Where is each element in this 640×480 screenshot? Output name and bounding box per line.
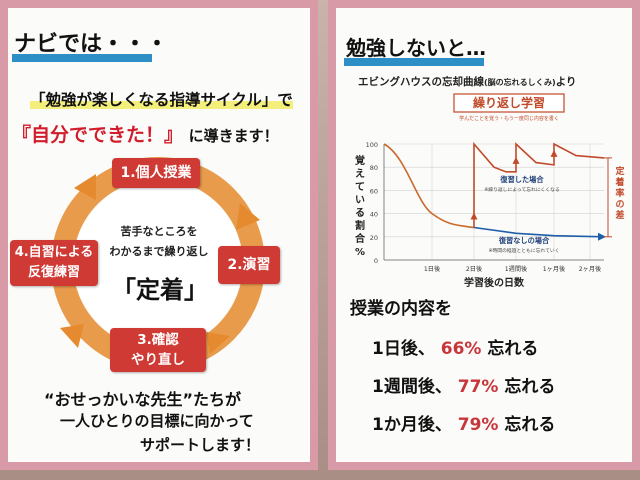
- row-suffix: 忘れる: [504, 377, 556, 397]
- callout-note: 学んだことを覚う・もう一度同じ内容を書く: [459, 115, 559, 122]
- no-review-curve-early: [383, 143, 475, 229]
- right-heading: 勉強しないと…: [346, 36, 486, 60]
- x-tick-label: 2ヶ月後: [579, 265, 602, 273]
- ring-inner: [74, 180, 242, 348]
- side-label-char: 定: [614, 165, 625, 177]
- row-label: 1か月後、: [372, 415, 452, 435]
- cycle-step-3: 3.確認 やり直し: [110, 328, 206, 372]
- review-up-arrow: [550, 149, 558, 157]
- x-tick-label: 1週間後: [505, 265, 528, 273]
- right-poster-sheet: 勉強しないと… エビングハウスの忘却曲線(脳の忘れるしくみ)より 0 20 40 60…: [336, 8, 632, 462]
- y-tick-label: 80: [370, 164, 378, 172]
- y-label-char: て: [355, 181, 365, 193]
- y-tick-label: 0: [374, 257, 378, 265]
- ring-arrow-3: [60, 324, 84, 348]
- y-label-char: 割: [355, 219, 365, 232]
- footer-line3: サポートします！: [140, 436, 261, 454]
- intro-line2-rest: に導きます！: [188, 127, 279, 145]
- side-label-char: の: [615, 199, 624, 210]
- right-poster: 勉強しないと… エビングハウスの忘却曲線(脳の忘れるしくみ)より 0 20 40 60…: [328, 0, 640, 470]
- row-label: 1日後、: [372, 339, 435, 359]
- forget-row: 1週間後、 77% 忘れる: [372, 372, 555, 397]
- chart-title-sub: (脳の忘れるしくみ): [484, 78, 556, 87]
- callout-box: [453, 93, 565, 113]
- review-series-label: 復習した場合: [499, 175, 544, 184]
- review-curve: [473, 141, 605, 228]
- row-percent: 77%: [451, 377, 505, 397]
- cycle-center-line1: 苦手なところを: [120, 225, 198, 238]
- row-label: 1週間後、: [372, 377, 452, 397]
- forget-row: 1日後、 66% 忘れる: [372, 334, 538, 359]
- row-percent: 79%: [451, 415, 505, 435]
- y-label-char: え: [355, 168, 365, 180]
- y-label-char: る: [355, 207, 365, 219]
- y-tick-label: 100: [366, 141, 378, 149]
- review-up-arrow: [512, 156, 520, 164]
- row-percent: 66%: [434, 339, 488, 359]
- cycle-step-4-line2: 反復練習: [27, 265, 80, 280]
- cycle-center-text: 苦手なところを わかるまで繰り返し: [104, 222, 214, 262]
- left-heading: ナビでは・・・: [14, 32, 169, 57]
- no-review-series-label: 復習なしの場合: [498, 236, 550, 245]
- chart-title-end: より: [555, 76, 577, 88]
- x-tick-label: 1日後: [424, 265, 441, 273]
- chart-title-main: エビングハウスの忘却曲線: [358, 76, 484, 88]
- side-label-char: 差: [615, 209, 624, 221]
- subheading: 授業の内容を: [350, 299, 452, 319]
- no-review-series-note: ※時間の経過とともに忘れていく: [488, 247, 559, 254]
- y-label-char: %: [355, 247, 365, 258]
- cycle-step-3-line2: やり直し: [131, 352, 185, 368]
- ring-arrow-4: [74, 174, 96, 200]
- forget-row: 1か月後、 79% 忘れる: [372, 410, 555, 435]
- intro-line1: 「勉強が楽しくなる指導サイクル」で: [30, 91, 293, 109]
- cycle-step-4-line1: 4.自習による: [14, 245, 94, 260]
- footer-line1: “おせっかいな先生”たちが: [44, 390, 242, 409]
- callout-title: 繰り返し学習: [473, 95, 545, 110]
- cycle-center-main: 「定着」: [112, 276, 208, 304]
- review-series-note: ※繰り返しによって忘れにくくなる: [484, 186, 560, 193]
- left-heading-underline: [12, 54, 152, 62]
- cycle-step-1: 1.個人授業: [112, 158, 200, 188]
- side-label-char: 着: [614, 176, 624, 188]
- no-review-arrowhead: [598, 232, 606, 241]
- footer-line2: 一人ひとりの目標に向かって: [60, 412, 254, 430]
- cycle-step-2: 2.演習: [218, 246, 280, 284]
- left-poster-sheet: ナビでは・・・ 「勉強が楽しくなる指導サイクル」で 『自分でできた！』 に導きま…: [8, 8, 310, 462]
- row-suffix: 忘れる: [504, 415, 556, 435]
- review-up-arrow: [470, 212, 478, 220]
- cycle-step-4: 4.自習による 反復練習: [10, 240, 98, 286]
- left-poster: ナビでは・・・ 「勉強が楽しくなる指導サイクル」で 『自分でできた！』 に導きま…: [0, 0, 318, 470]
- cycle-step-3-line1: 3.確認: [137, 332, 179, 348]
- ring-arrow-1: [236, 203, 260, 230]
- y-label-char: い: [355, 195, 365, 206]
- x-tick-label: 2日後: [466, 265, 483, 273]
- no-review-curve: [473, 226, 605, 238]
- side-label-char: 率: [615, 187, 624, 199]
- y-label-char: 合: [354, 232, 366, 245]
- row-suffix: 忘れる: [487, 339, 539, 359]
- intro-quote: 『自分でできた！』: [12, 124, 184, 146]
- chart-title: エビングハウスの忘却曲線(脳の忘れるしくみ)より: [358, 74, 576, 89]
- y-tick-label: 20: [370, 234, 378, 242]
- right-heading-underline: [344, 58, 484, 66]
- ring-arrow-2: [206, 332, 230, 354]
- cycle-center-line2: わかるまで繰り返し: [109, 245, 209, 258]
- y-label-char: 覚: [355, 154, 365, 167]
- y-tick-label: 60: [370, 187, 378, 195]
- x-tick-label: 1ヶ月後: [543, 265, 566, 273]
- x-axis-label: 学習後の日数: [464, 276, 525, 289]
- y-tick-label: 40: [370, 211, 378, 219]
